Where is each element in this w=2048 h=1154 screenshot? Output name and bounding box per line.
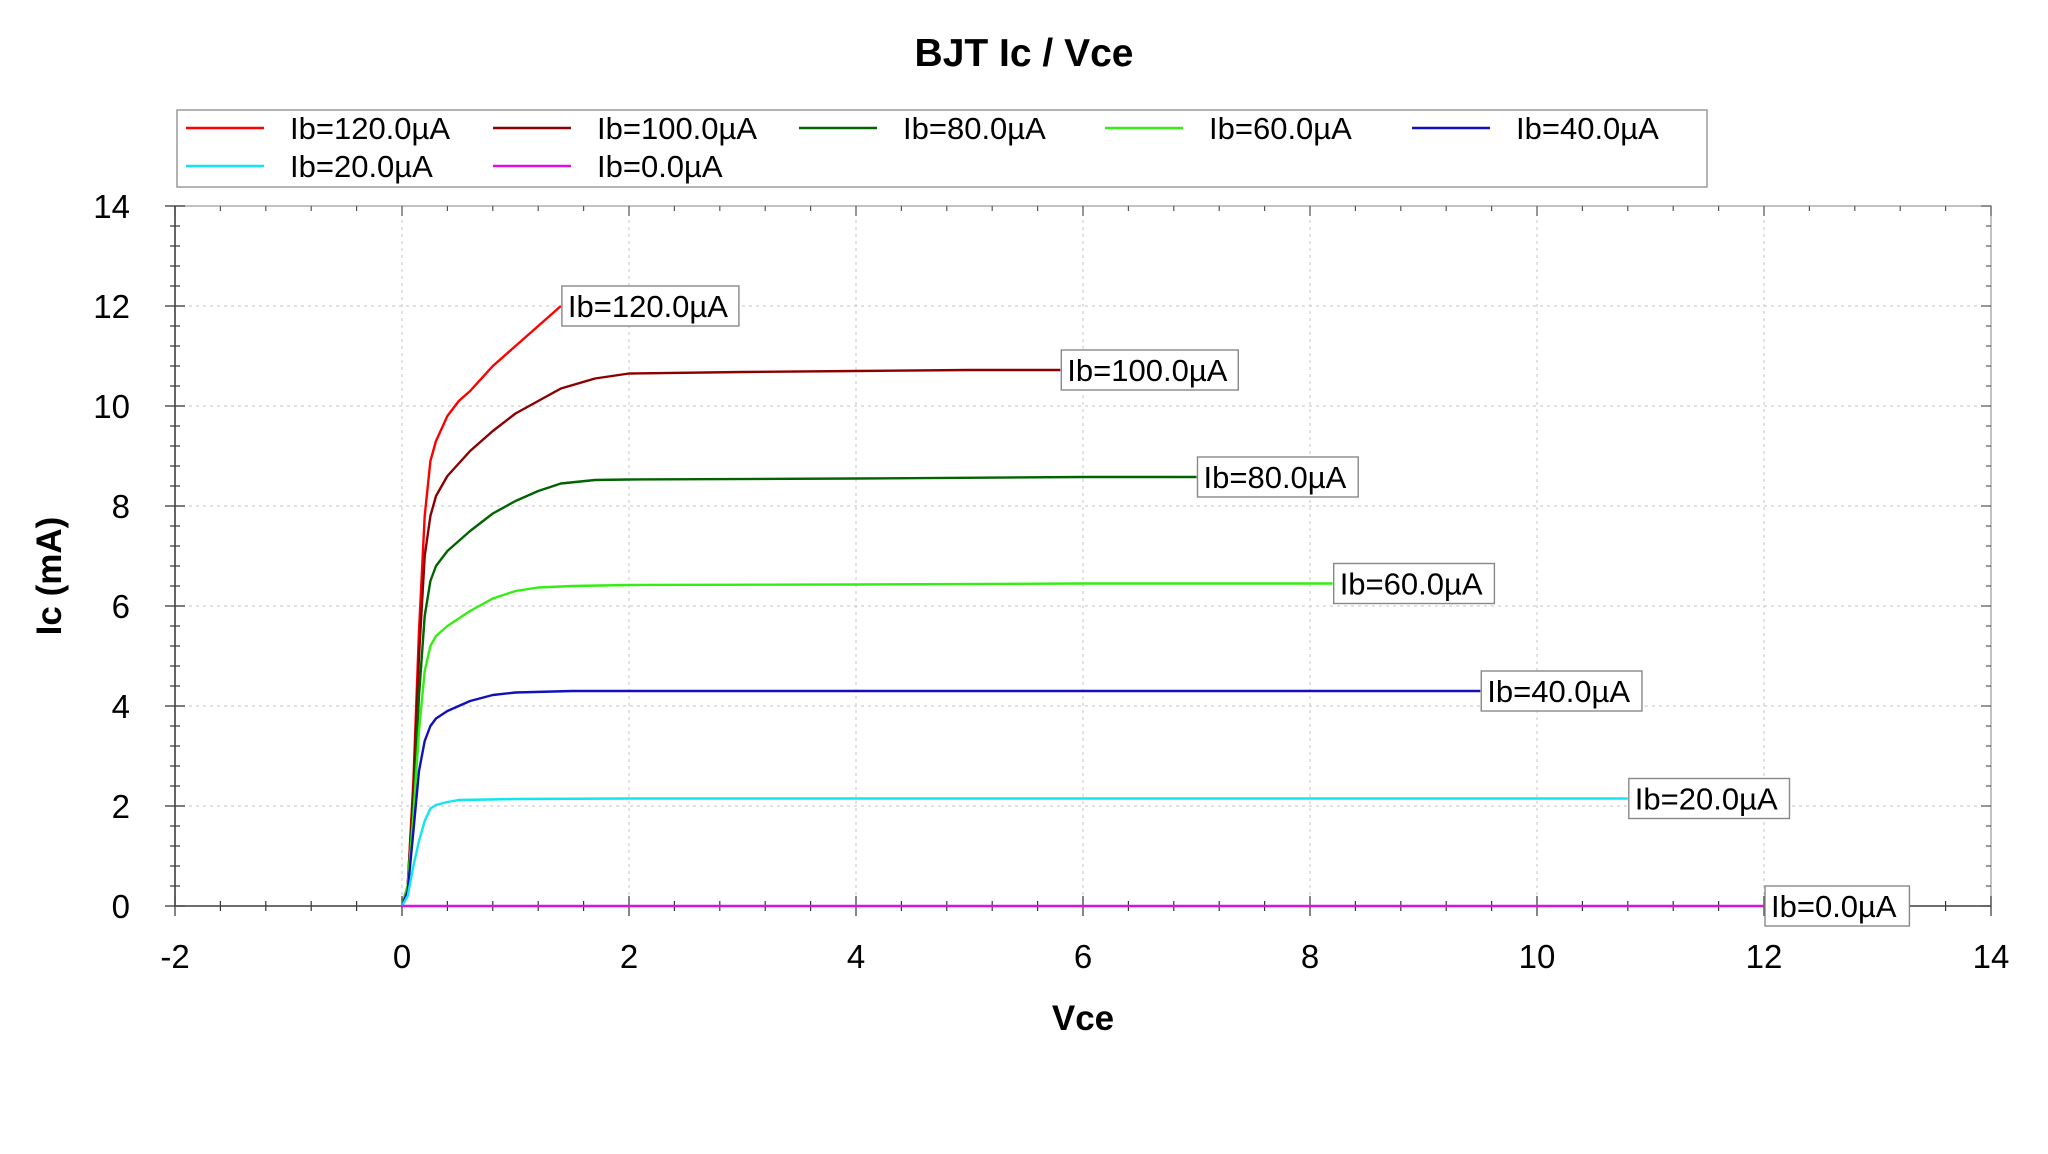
annotation-label: Ib=120.0µA	[568, 289, 728, 324]
y-axis-title: Ic (mA)	[30, 517, 69, 636]
y-tick-label: 10	[93, 388, 130, 425]
annotation-label: Ib=40.0µA	[1487, 674, 1630, 709]
series-line	[400, 582, 1333, 907]
annotation-box	[1480, 670, 1643, 712]
x-tick-label: 4	[847, 938, 865, 975]
series-line	[400, 368, 1061, 907]
annotation-label: Ib=80.0µA	[1204, 460, 1347, 495]
legend-box	[176, 109, 1708, 188]
annotation-box	[1332, 562, 1496, 605]
series-line	[400, 797, 1628, 907]
legend-label: Ib=60.0µA	[1209, 111, 1352, 146]
annotation-box	[1196, 456, 1359, 498]
legend-label: Ib=120.0µA	[290, 111, 450, 146]
legend-label: Ib=100.0µA	[597, 111, 757, 146]
annotation-label: Ib=0.0µA	[1771, 889, 1897, 924]
x-tick-label: 8	[1301, 938, 1319, 975]
y-tick-label: 2	[112, 788, 130, 825]
y-tick-label: 6	[112, 588, 130, 625]
x-tick-label: 2	[620, 938, 638, 975]
annotation-label: Ib=100.0µA	[1067, 353, 1227, 388]
y-tick-label: 0	[112, 888, 130, 925]
series-group	[400, 305, 1764, 908]
legend-label: Ib=20.0µA	[290, 149, 433, 184]
x-tick-label: 6	[1074, 938, 1092, 975]
x-tick-label: 0	[393, 938, 411, 975]
y-tick-label: 12	[93, 288, 130, 325]
annotation-box	[561, 285, 740, 327]
annotation-label: Ib=60.0µA	[1340, 567, 1483, 602]
annotation-box	[1764, 885, 1911, 927]
annotation-box	[1060, 349, 1240, 391]
chart-title: BJT Ic / Vce	[915, 32, 1134, 75]
y-tick-label: 4	[112, 688, 130, 725]
x-tick-label: -2	[160, 938, 189, 975]
legend-label: Ib=0.0µA	[597, 149, 723, 184]
legend: Ib=120.0µA Ib=100.0µA Ib=80.0µA Ib=60.0µA Ib…	[176, 109, 1708, 188]
x-tick-label: 14	[1973, 938, 2010, 975]
y-tick-label: 14	[93, 188, 130, 225]
x-tick-label: 12	[1746, 938, 1783, 975]
annotation-label: Ib=20.0µA	[1635, 782, 1778, 817]
legend-label: Ib=80.0µA	[903, 111, 1046, 146]
x-axis-title: Vce	[1052, 999, 1114, 1038]
x-tick-label: 10	[1519, 938, 1556, 975]
annotation-box	[1628, 777, 1791, 820]
annotations: Ib=120.0µA Ib=100.0µA Ib=80.0µA Ib=60.0µA Ib…	[561, 285, 1911, 927]
series-line	[400, 689, 1481, 907]
series-line	[400, 475, 1197, 907]
legend-label: Ib=40.0µA	[1516, 111, 1659, 146]
y-tick-label: 8	[112, 488, 130, 525]
